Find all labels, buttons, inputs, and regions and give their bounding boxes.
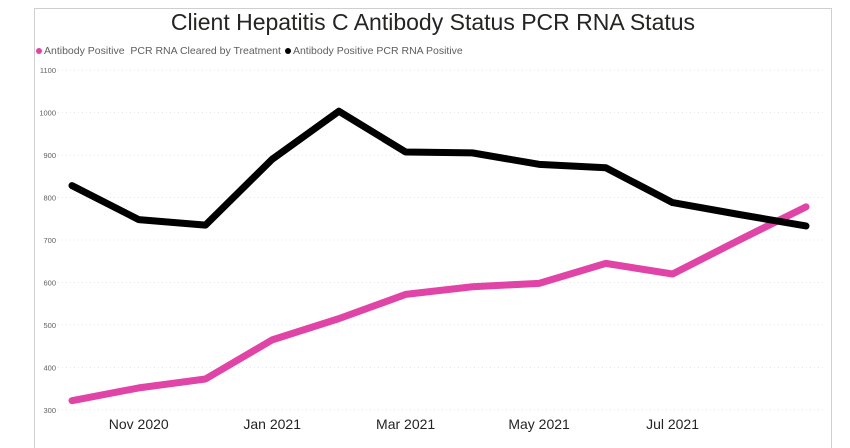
y-tick-label: 700 xyxy=(43,236,56,245)
x-tick-label: Jul 2021 xyxy=(646,416,699,432)
x-tick-label: Nov 2020 xyxy=(109,416,169,432)
legend-marker-positive xyxy=(284,48,291,54)
data-point-s1-1 xyxy=(138,219,140,221)
data-point-s1-9 xyxy=(672,202,674,204)
data-point-s1-6 xyxy=(471,152,473,154)
line-chart-plot: 300 400 500 600 700 800 900 1000 1100 Nov 2020 Jan… xyxy=(39,66,826,432)
legend-marker-cleared xyxy=(36,48,42,54)
x-tick-label: May 2021 xyxy=(508,416,570,432)
data-point-s0-4 xyxy=(338,318,340,320)
data-point-s0-11 xyxy=(805,206,807,208)
chart-title: Client Hepatitis C Antibody Status PCR R… xyxy=(170,9,696,35)
data-point-s1-3 xyxy=(271,158,273,160)
data-point-s1-8 xyxy=(605,167,607,169)
y-tick-label: 800 xyxy=(43,194,56,203)
y-tick-label: 900 xyxy=(43,151,56,160)
data-point-s0-3 xyxy=(271,339,273,341)
y-tick-label: 300 xyxy=(43,406,56,415)
data-point-s0-2 xyxy=(204,378,206,380)
y-tick-label: 1100 xyxy=(40,66,56,75)
legend-label-cleared: Antibody Positive PCR RNA Cleared by Tre… xyxy=(44,45,281,57)
y-tick-label: 600 xyxy=(43,279,56,288)
data-point-s1-10 xyxy=(738,214,740,215)
legend-item-cleared[interactable]: Antibody Positive PCR RNA Cleared by Tre… xyxy=(36,45,281,57)
data-point-s0-0 xyxy=(71,400,73,402)
data-point-s0-9 xyxy=(672,273,674,275)
data-point-s1-2 xyxy=(204,224,206,226)
x-tick-label: Jan 2021 xyxy=(243,416,301,432)
chart-frame xyxy=(34,8,832,448)
data-point-s0-7 xyxy=(538,282,540,284)
data-point-s0-5 xyxy=(405,293,407,295)
data-point-s0-8 xyxy=(605,262,607,264)
y-tick-label: 400 xyxy=(43,364,56,373)
data-point-s1-5 xyxy=(405,151,407,153)
series-line-0 xyxy=(68,203,810,405)
data-point-s1-7 xyxy=(538,163,540,165)
y-tick-label: 1000 xyxy=(39,109,56,118)
data-point-s1-11 xyxy=(805,225,807,227)
data-point-s1-0 xyxy=(71,185,73,187)
data-point-s0-6 xyxy=(471,286,473,288)
series-line-1 xyxy=(68,107,810,230)
x-tick-label: Mar 2021 xyxy=(376,416,435,432)
data-point-s1-4 xyxy=(338,110,340,112)
data-point-s0-1 xyxy=(138,387,140,389)
y-tick-label: 500 xyxy=(43,321,56,330)
chart-legend: Antibody Positive PCR RNA Cleared by Tre… xyxy=(36,43,467,59)
legend-label-positive: Antibody Positive PCR RNA Positive xyxy=(292,45,463,57)
data-point-s0-10 xyxy=(738,239,740,241)
legend-item-positive[interactable]: Antibody Positive PCR RNA Positive xyxy=(284,45,463,57)
